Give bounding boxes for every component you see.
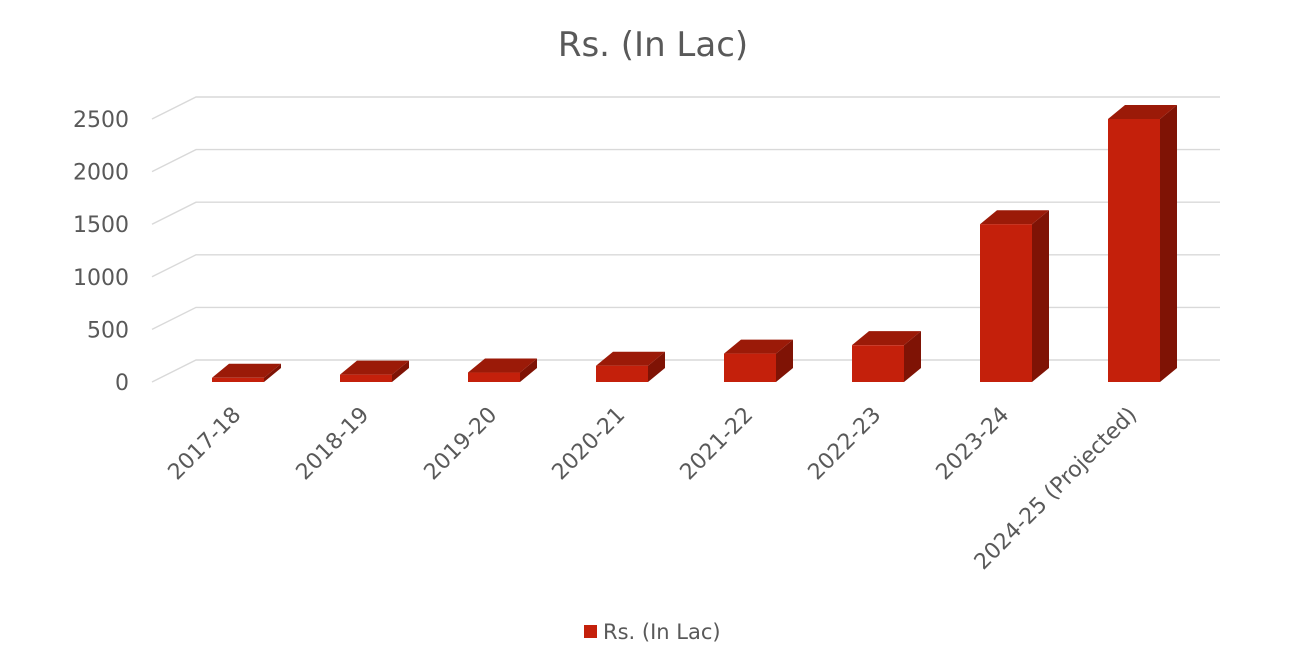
x-tick-label: 2023-24 xyxy=(932,403,1015,486)
bar xyxy=(596,351,665,382)
bar-side xyxy=(648,351,665,382)
bar-front xyxy=(1108,119,1160,382)
bar-top xyxy=(1108,105,1177,119)
bar xyxy=(1108,105,1177,382)
bar xyxy=(340,360,409,382)
gridlines xyxy=(151,96,1220,383)
bar-front xyxy=(724,353,776,382)
x-tick-label: 2019-20 xyxy=(420,403,503,486)
bar xyxy=(980,210,1049,382)
gridline xyxy=(151,306,1220,331)
bar-side xyxy=(776,339,793,382)
y-tick-label: 2500 xyxy=(73,108,129,133)
y-tick-label: 500 xyxy=(87,318,129,343)
x-tick-label: 2021-22 xyxy=(676,403,759,486)
bar xyxy=(212,363,281,382)
bar-side xyxy=(904,331,921,382)
gridline xyxy=(151,359,1220,383)
bar xyxy=(468,358,537,382)
bar-front xyxy=(596,365,648,382)
bar-top xyxy=(852,331,921,346)
bar-front xyxy=(340,374,392,382)
legend-swatch xyxy=(584,625,597,638)
y-tick-label: 0 xyxy=(115,371,129,396)
gridline xyxy=(151,201,1220,225)
bar-front xyxy=(212,377,264,382)
x-axis-tick-labels: 2017-18 2018-19 2019-20 2020-21 2021-22 2022-… xyxy=(164,403,1143,575)
y-tick-label: 1000 xyxy=(73,266,129,291)
x-tick-label: 2022-23 xyxy=(804,403,887,486)
bar-top xyxy=(980,210,1049,225)
bar-top xyxy=(724,339,793,354)
gridline xyxy=(151,96,1220,120)
bar-top xyxy=(596,351,665,366)
bar-front xyxy=(980,224,1032,382)
chart-title: Rs. (In Lac) xyxy=(558,25,748,65)
bar xyxy=(852,331,921,382)
legend-label: Rs. (In Lac) xyxy=(603,620,721,644)
y-axis-tick-labels: 0 500 1000 1500 2000 2500 xyxy=(73,108,129,396)
bar-side xyxy=(1160,105,1177,382)
bar-side xyxy=(520,358,537,382)
bar-side xyxy=(392,360,409,382)
gridline xyxy=(151,148,1220,173)
bar-front xyxy=(468,372,520,382)
x-tick-label: 2018-19 xyxy=(292,403,375,486)
bar-side xyxy=(1032,210,1049,382)
y-tick-label: 1500 xyxy=(73,213,129,238)
y-tick-label: 2000 xyxy=(73,161,129,186)
gridline xyxy=(151,254,1220,278)
bar-side xyxy=(264,363,281,382)
bar-top xyxy=(212,363,281,378)
bar-top xyxy=(468,358,537,373)
bar-front xyxy=(852,345,904,382)
legend: Rs. (In Lac) xyxy=(584,620,721,644)
x-tick-label: 2017-18 xyxy=(164,403,247,486)
bars xyxy=(212,105,1177,382)
bar-top xyxy=(340,360,409,375)
bar xyxy=(724,339,793,382)
x-tick-label: 2020-21 xyxy=(548,403,631,486)
